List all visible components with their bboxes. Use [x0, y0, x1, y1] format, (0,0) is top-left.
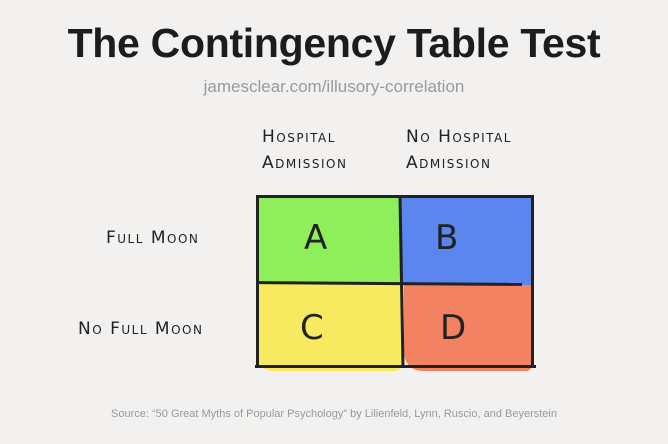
- grid-line-right: [531, 196, 534, 367]
- cell-label-b: B: [435, 218, 459, 258]
- cell-b: [400, 197, 532, 285]
- grid-line-top: [257, 195, 534, 198]
- cell-d: [404, 285, 532, 371]
- cell-c: [258, 283, 404, 371]
- source-citation: Source: “50 Great Myths of Popular Psych…: [111, 408, 557, 420]
- cell-label-d: D: [440, 308, 467, 348]
- cell-label-a: A: [304, 218, 328, 258]
- source-url: jamesclear.com/illusory-correlation: [203, 77, 465, 96]
- page-title: The Contingency Table Test: [67, 20, 601, 66]
- cell-a: [258, 197, 400, 283]
- column-header-line: Admission: [406, 153, 492, 173]
- cell-label-c: C: [300, 308, 324, 348]
- column-header-line: Admission: [262, 153, 348, 173]
- column-header-hospital-admission: Hospital Admission: [262, 124, 347, 176]
- row-header-no-full-moon: No Full Moon: [78, 319, 204, 339]
- column-header-no-hospital-admission: No Hospital Admission: [406, 124, 512, 176]
- column-header-line: No Hospital: [406, 127, 512, 147]
- row-header-full-moon: Full Moon: [106, 228, 200, 248]
- grid-line-bottom: [255, 365, 536, 368]
- grid-line-left: [256, 195, 259, 367]
- column-header-line: Hospital: [262, 127, 336, 147]
